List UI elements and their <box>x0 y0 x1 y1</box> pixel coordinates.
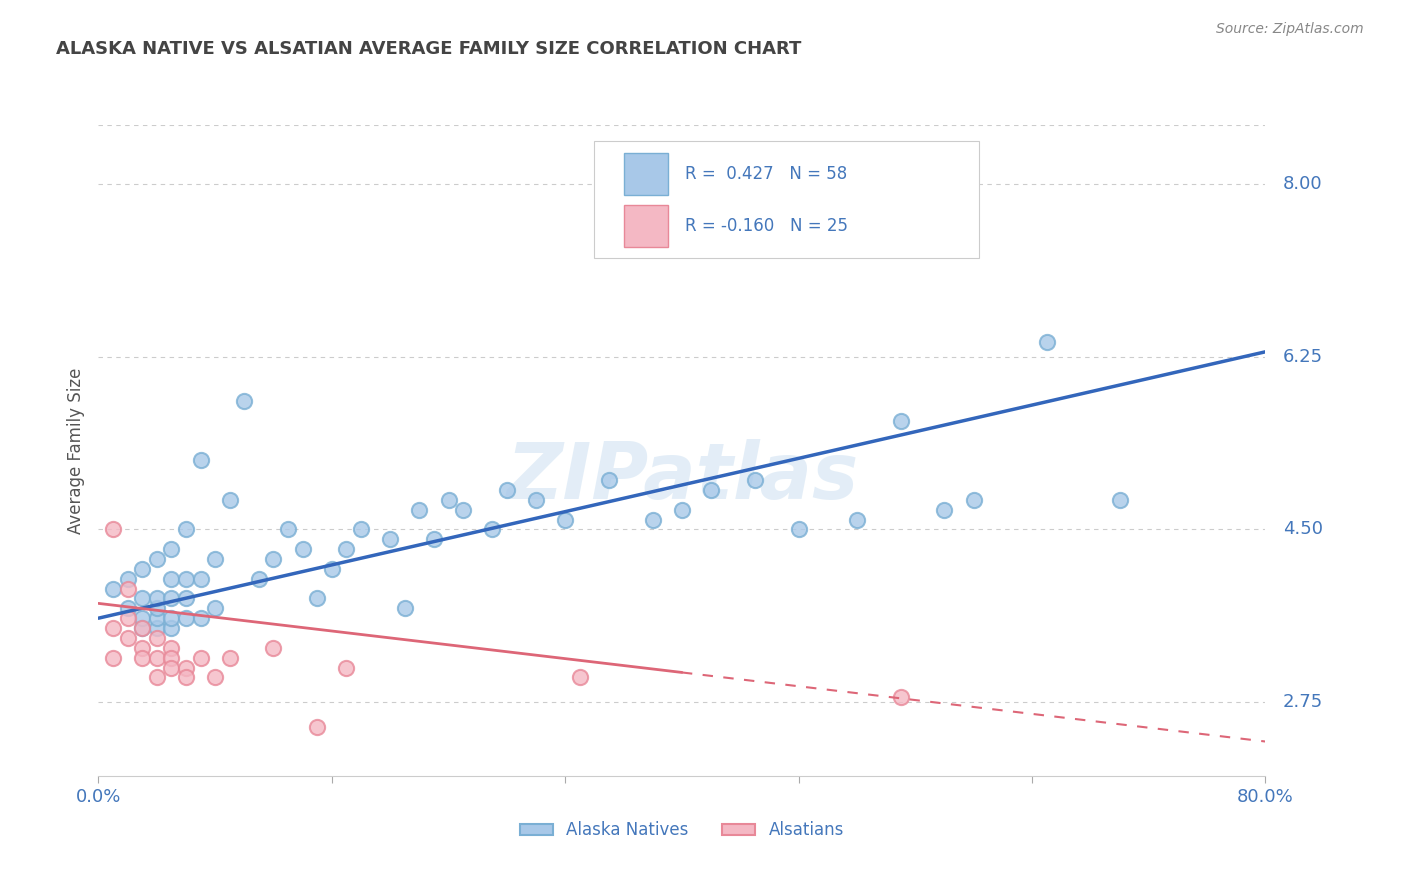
Point <box>934 502 956 516</box>
Point <box>247 572 270 586</box>
Point <box>307 591 329 606</box>
Point <box>146 631 169 645</box>
Point <box>204 552 226 566</box>
Point <box>291 542 314 557</box>
Legend: Alaska Natives, Alsatians: Alaska Natives, Alsatians <box>513 814 851 846</box>
Point <box>146 601 169 615</box>
Text: 2.75: 2.75 <box>1282 693 1323 711</box>
Point <box>423 533 446 547</box>
Point <box>671 502 693 516</box>
Point <box>321 562 343 576</box>
Point <box>1035 334 1057 349</box>
Point <box>262 640 284 655</box>
Point <box>307 720 329 734</box>
Point <box>262 552 284 566</box>
Point <box>350 522 373 536</box>
Point <box>890 690 912 705</box>
Point <box>160 611 183 625</box>
Point <box>160 621 183 635</box>
Point <box>641 512 664 526</box>
Point <box>101 582 124 596</box>
Text: ALASKA NATIVE VS ALSATIAN AVERAGE FAMILY SIZE CORRELATION CHART: ALASKA NATIVE VS ALSATIAN AVERAGE FAMILY… <box>56 40 801 58</box>
Point <box>160 572 183 586</box>
Point <box>146 611 169 625</box>
Point <box>174 591 197 606</box>
Point <box>146 552 169 566</box>
Point <box>146 650 169 665</box>
Point <box>101 621 124 635</box>
Point <box>117 572 139 586</box>
Point <box>174 611 197 625</box>
Point <box>408 502 430 516</box>
Point <box>277 522 299 536</box>
Point <box>131 650 153 665</box>
Point <box>131 621 153 635</box>
Point <box>204 670 226 684</box>
Point <box>744 473 766 487</box>
Text: 4.50: 4.50 <box>1282 520 1323 539</box>
Point <box>146 591 169 606</box>
Text: 8.00: 8.00 <box>1282 175 1323 193</box>
Point <box>117 601 139 615</box>
Point <box>568 670 591 684</box>
Point <box>160 640 183 655</box>
Point <box>204 601 226 615</box>
FancyBboxPatch shape <box>595 141 980 259</box>
Point <box>524 492 547 507</box>
Point <box>160 650 183 665</box>
Point <box>495 483 517 497</box>
Point <box>335 660 357 674</box>
Point <box>890 414 912 428</box>
Point <box>160 591 183 606</box>
FancyBboxPatch shape <box>623 204 668 247</box>
Point <box>131 611 153 625</box>
Point <box>131 562 153 576</box>
Point <box>146 621 169 635</box>
Point <box>598 473 620 487</box>
Point <box>131 640 153 655</box>
Point <box>378 533 402 547</box>
Point <box>218 492 240 507</box>
Point <box>160 660 183 674</box>
Point <box>117 582 139 596</box>
Point <box>233 394 256 409</box>
Point <box>101 522 124 536</box>
Point <box>554 512 576 526</box>
Point <box>174 660 197 674</box>
Point <box>394 601 416 615</box>
Text: R = -0.160   N = 25: R = -0.160 N = 25 <box>685 217 848 235</box>
Point <box>437 492 460 507</box>
Point <box>101 650 124 665</box>
Point <box>174 670 197 684</box>
Text: 6.25: 6.25 <box>1282 348 1323 366</box>
Point <box>787 522 810 536</box>
Y-axis label: Average Family Size: Average Family Size <box>66 368 84 533</box>
Point <box>131 621 153 635</box>
Point <box>160 542 183 557</box>
Text: Source: ZipAtlas.com: Source: ZipAtlas.com <box>1216 22 1364 37</box>
Point <box>190 572 212 586</box>
Point <box>845 512 868 526</box>
Point <box>174 572 197 586</box>
Point <box>190 650 212 665</box>
Point <box>700 483 723 497</box>
Point <box>190 611 212 625</box>
Point <box>117 611 139 625</box>
Point <box>146 670 169 684</box>
Point <box>174 522 197 536</box>
Point <box>335 542 357 557</box>
Point <box>1108 492 1130 507</box>
FancyBboxPatch shape <box>623 153 668 194</box>
Point <box>451 502 474 516</box>
Point <box>131 591 153 606</box>
Point <box>218 650 240 665</box>
Point <box>117 631 139 645</box>
Point <box>962 492 984 507</box>
Point <box>190 453 212 467</box>
Text: R =  0.427   N = 58: R = 0.427 N = 58 <box>685 165 848 183</box>
Text: ZIPatlas: ZIPatlas <box>506 439 858 515</box>
Point <box>481 522 503 536</box>
